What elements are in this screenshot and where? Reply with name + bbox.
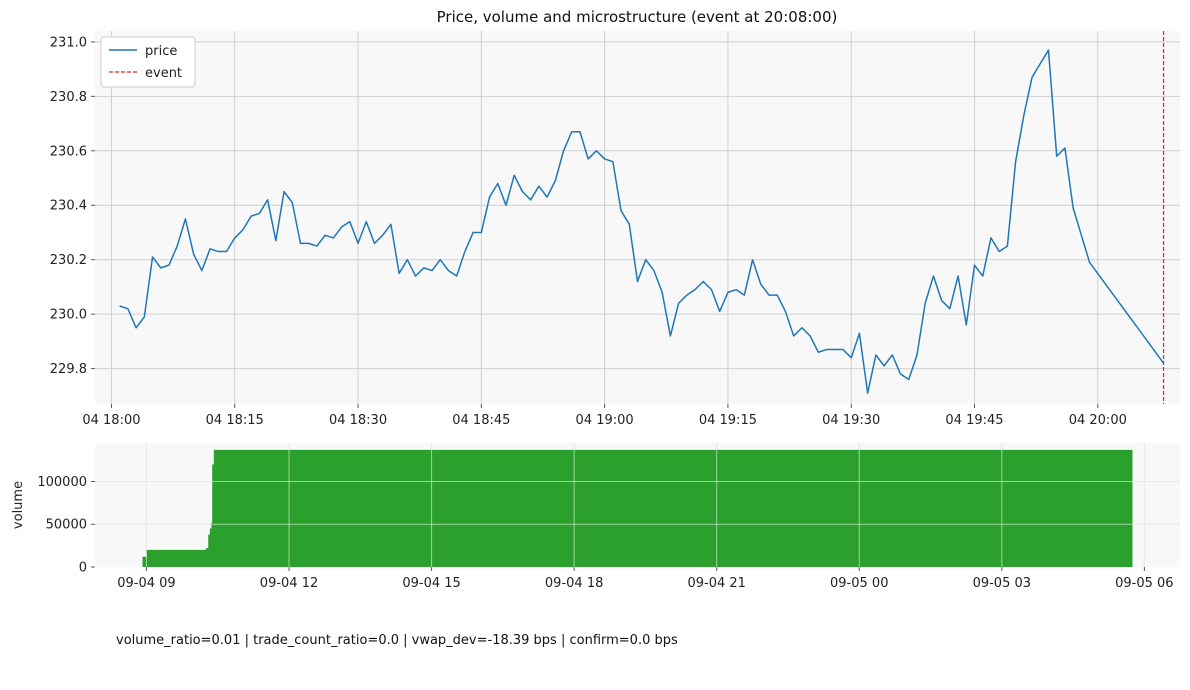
volume-x-tick-label: 09-04 12 bbox=[260, 576, 318, 591]
price-x-tick-label: 04 20:00 bbox=[1069, 413, 1127, 428]
price-grid bbox=[95, 31, 1180, 404]
volume-x-tick-label: 09-05 03 bbox=[973, 576, 1031, 591]
volume-x-tick-label: 09-04 18 bbox=[545, 576, 603, 591]
legend: price event bbox=[100, 36, 196, 88]
price-x-tick-label: 04 19:30 bbox=[822, 413, 880, 428]
volume-x-tick-label: 09-04 15 bbox=[402, 576, 460, 591]
price-x-tick-label: 04 19:00 bbox=[576, 413, 634, 428]
price-line-layer bbox=[119, 49, 1165, 394]
volume-x-ticks: 09-04 09 09-04 12 09-04 15 09-04 18 09-04 21… bbox=[117, 567, 1174, 591]
volume-y-tick-label: 0 bbox=[79, 561, 87, 576]
volume-y-ticks: 0 50000 100000 bbox=[37, 475, 95, 576]
volume-x-tick-label: 09-04 21 bbox=[687, 576, 745, 591]
volume-x-tick-label: 09-05 00 bbox=[830, 576, 888, 591]
price-y-tick-label: 230.0 bbox=[50, 308, 87, 323]
price-y-tick-label: 230.8 bbox=[50, 90, 87, 105]
price-y-tick-label: 230.4 bbox=[50, 199, 87, 214]
legend-price-label: price bbox=[145, 44, 177, 59]
chart-title: Price, volume and microstructure (event … bbox=[437, 8, 838, 26]
volume-x-tick-label: 09-05 06 bbox=[1115, 576, 1173, 591]
price-y-tick-label: 229.8 bbox=[50, 362, 87, 377]
price-line bbox=[119, 49, 1165, 394]
price-y-tick-label: 230.6 bbox=[50, 144, 87, 159]
price-plot-area bbox=[95, 31, 1180, 404]
price-x-ticks: 04 18:00 04 18:15 04 18:30 04 18:45 04 19:00… bbox=[82, 404, 1127, 428]
price-y-ticks: 229.8 230.0 230.2 230.4 230.6 230.8 231.0 bbox=[50, 35, 95, 377]
price-x-tick-label: 04 18:00 bbox=[82, 413, 140, 428]
price-y-tick-label: 231.0 bbox=[50, 35, 87, 50]
price-x-tick-label: 04 18:45 bbox=[452, 413, 510, 428]
price-x-tick-label: 04 18:15 bbox=[206, 413, 264, 428]
volume-y-tick-label: 50000 bbox=[46, 518, 87, 533]
volume-axis-label: volume bbox=[11, 481, 26, 529]
price-x-tick-label: 04 19:45 bbox=[945, 413, 1003, 428]
price-y-tick-label: 230.2 bbox=[50, 253, 87, 268]
metrics-footer: volume_ratio=0.01 | trade_count_ratio=0.… bbox=[116, 633, 678, 648]
volume-x-tick-label: 09-04 09 bbox=[117, 576, 175, 591]
price-x-tick-label: 04 18:30 bbox=[329, 413, 387, 428]
volume-area bbox=[142, 449, 1133, 567]
legend-event-label: event bbox=[145, 66, 182, 81]
volume-y-tick-label: 100000 bbox=[37, 475, 87, 490]
volume-area-layer bbox=[95, 443, 1180, 567]
price-x-tick-label: 04 19:15 bbox=[699, 413, 757, 428]
